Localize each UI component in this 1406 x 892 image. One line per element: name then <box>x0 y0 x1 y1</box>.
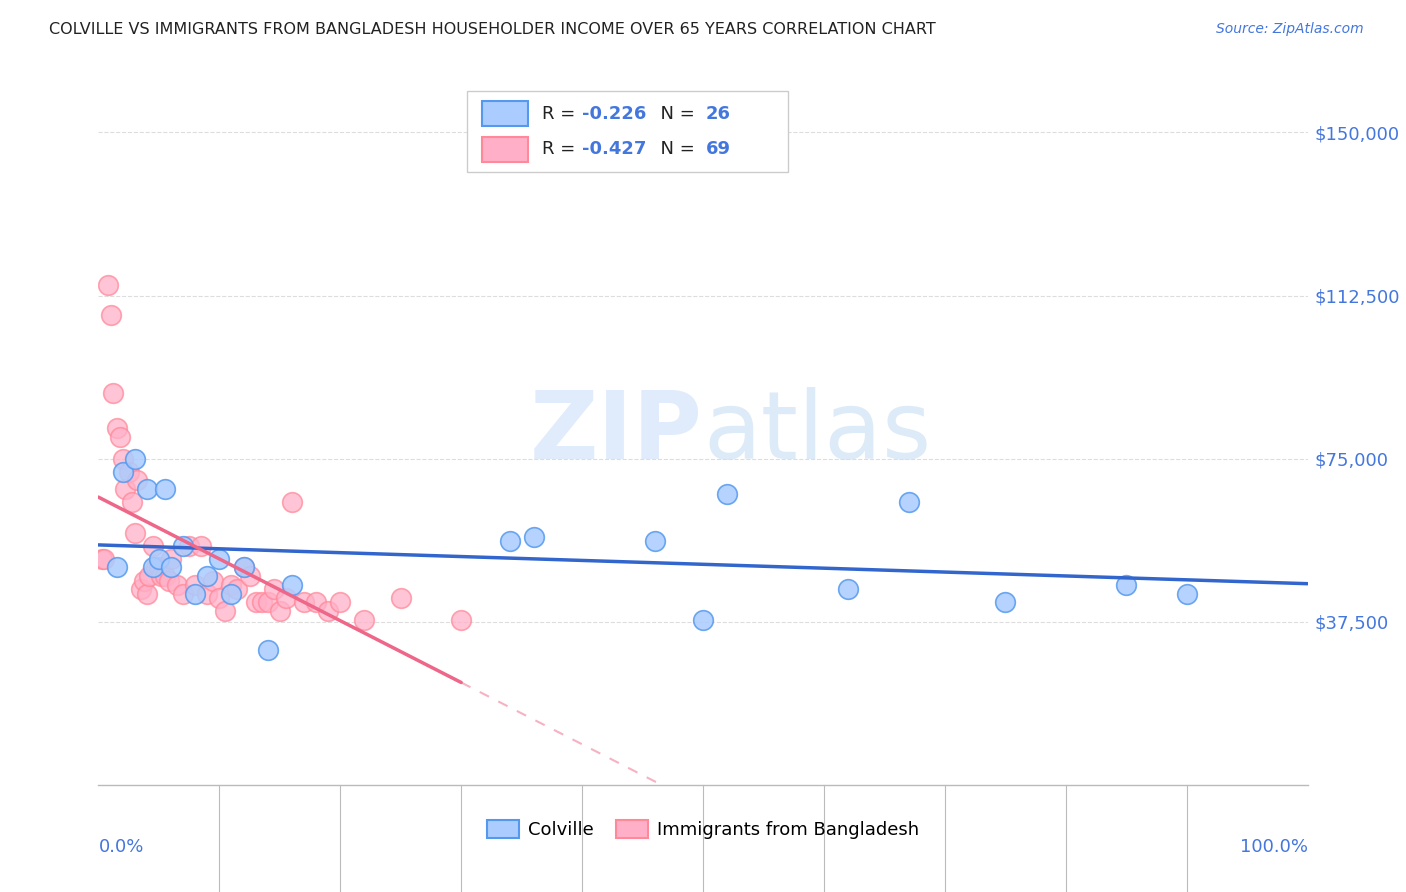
Text: N =: N = <box>648 104 700 122</box>
Point <box>91 551 114 566</box>
FancyBboxPatch shape <box>467 91 787 172</box>
Point <box>111 465 134 479</box>
Point <box>232 560 254 574</box>
Point <box>172 586 194 600</box>
Point <box>221 578 243 592</box>
Point <box>166 578 188 592</box>
Point <box>150 569 173 583</box>
Point <box>274 591 297 605</box>
Point <box>179 539 201 553</box>
Point <box>127 474 149 488</box>
FancyBboxPatch shape <box>482 136 527 161</box>
Point <box>263 582 285 597</box>
Point <box>111 451 134 466</box>
Point <box>148 551 170 566</box>
Text: ZIP: ZIP <box>530 386 703 479</box>
Point <box>450 613 472 627</box>
Point <box>256 595 278 609</box>
Point <box>281 578 304 592</box>
Point <box>108 430 131 444</box>
Point <box>105 560 128 574</box>
Text: COLVILLE VS IMMIGRANTS FROM BANGLADESH HOUSEHOLDER INCOME OVER 65 YEARS CORRELAT: COLVILLE VS IMMIGRANTS FROM BANGLADESH H… <box>49 22 936 37</box>
Point <box>195 569 218 583</box>
Text: 100.0%: 100.0% <box>1240 838 1308 855</box>
Point <box>145 560 167 574</box>
Point <box>153 569 176 583</box>
Point <box>114 482 136 496</box>
Text: Source: ZipAtlas.com: Source: ZipAtlas.com <box>1216 22 1364 37</box>
Point <box>160 551 183 566</box>
Point <box>281 495 304 509</box>
Legend: Colville, Immigrants from Bangladesh: Colville, Immigrants from Bangladesh <box>479 813 927 847</box>
Point <box>292 595 315 609</box>
Point <box>142 560 165 574</box>
Point <box>135 482 157 496</box>
Point <box>644 534 666 549</box>
Point <box>93 551 115 566</box>
Text: -0.226: -0.226 <box>582 104 647 122</box>
Point <box>226 582 249 597</box>
Point <box>239 569 262 583</box>
Point <box>716 486 738 500</box>
Point <box>329 595 352 609</box>
Point <box>316 604 339 618</box>
Point <box>692 613 714 627</box>
Text: 26: 26 <box>706 104 731 122</box>
Point <box>269 604 291 618</box>
Text: N =: N = <box>648 140 700 158</box>
Point <box>195 586 218 600</box>
Point <box>897 495 920 509</box>
Text: atlas: atlas <box>703 386 931 479</box>
Point <box>100 308 122 322</box>
Text: R =: R = <box>543 104 581 122</box>
Point <box>118 465 141 479</box>
Point <box>97 277 120 292</box>
Text: 0.0%: 0.0% <box>98 838 143 855</box>
Text: R =: R = <box>543 140 581 158</box>
Point <box>250 595 273 609</box>
Point <box>1175 586 1198 600</box>
Point <box>124 525 146 540</box>
FancyBboxPatch shape <box>482 101 527 127</box>
Point <box>245 595 267 609</box>
Point <box>256 643 278 657</box>
Point <box>221 586 243 600</box>
Point <box>160 560 183 574</box>
Text: 69: 69 <box>706 140 731 158</box>
Point <box>232 560 254 574</box>
Point <box>190 539 212 553</box>
Point <box>129 582 152 597</box>
Point <box>994 595 1017 609</box>
Point <box>214 604 236 618</box>
Point <box>184 586 207 600</box>
Text: -0.427: -0.427 <box>582 140 647 158</box>
Point <box>202 574 225 588</box>
Point <box>353 613 375 627</box>
Point <box>305 595 328 609</box>
Point <box>142 539 165 553</box>
Point <box>153 482 176 496</box>
Point <box>837 582 859 597</box>
Point <box>121 495 143 509</box>
Point <box>134 574 156 588</box>
Point <box>208 591 231 605</box>
Point <box>124 451 146 466</box>
Point <box>148 560 170 574</box>
Point <box>157 574 180 588</box>
Point <box>184 578 207 592</box>
Point <box>208 551 231 566</box>
Point <box>1115 578 1137 592</box>
Point <box>135 586 157 600</box>
Point <box>172 539 194 553</box>
Point <box>523 530 546 544</box>
Point <box>389 591 412 605</box>
Point <box>105 421 128 435</box>
Point <box>498 534 520 549</box>
Point <box>138 569 160 583</box>
Point <box>101 386 124 401</box>
